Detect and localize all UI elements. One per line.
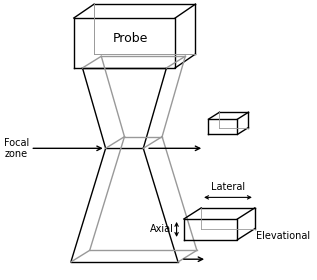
Text: Elevational: Elevational	[256, 232, 310, 241]
Text: Axial: Axial	[150, 224, 174, 234]
Text: Probe: Probe	[113, 32, 148, 45]
Text: Focal
zone: Focal zone	[4, 137, 29, 159]
Text: Lateral: Lateral	[211, 182, 245, 192]
